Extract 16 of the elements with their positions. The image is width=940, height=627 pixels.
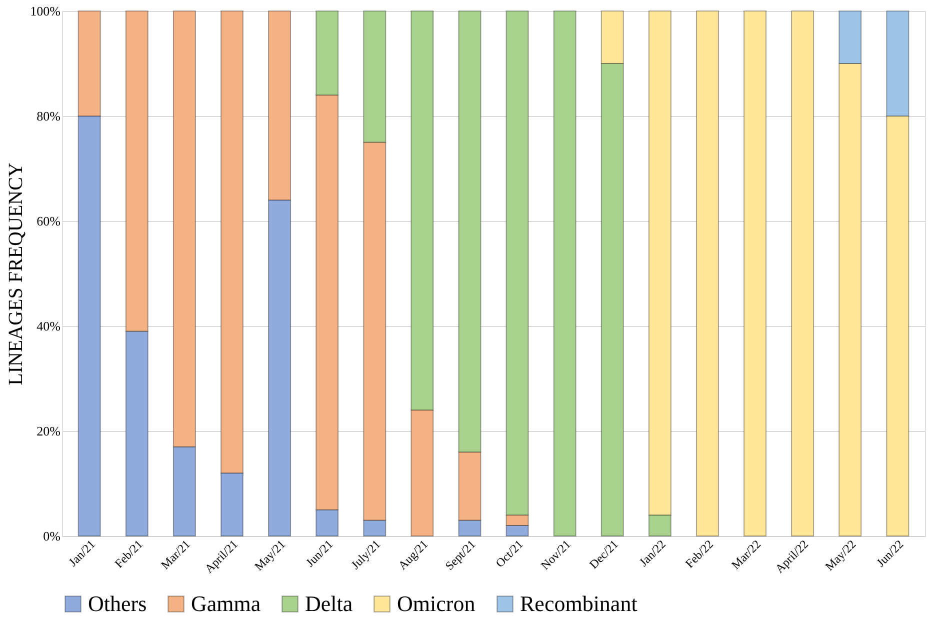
- y-tick-label: 100%: [30, 4, 61, 18]
- y-axis-title: LINEAGES FREQUENCY: [5, 162, 28, 386]
- bar: [696, 10, 719, 536]
- y-tick-label: 60%: [36, 214, 61, 228]
- y-tick-label: 40%: [36, 318, 61, 334]
- legend-label: Others: [88, 591, 147, 616]
- legend-label: Delta: [305, 591, 353, 616]
- y-tick-label: 80%: [36, 108, 61, 124]
- bar: [744, 10, 767, 536]
- bar: [791, 10, 814, 536]
- y-tick-label: 0%: [43, 528, 61, 544]
- y-tick-label: 20%: [36, 424, 61, 438]
- bar: [553, 10, 576, 536]
- legend-label: Omicron: [397, 591, 476, 616]
- legend-label: Gamma: [191, 591, 261, 616]
- legend-label: Recombinant: [520, 591, 638, 616]
